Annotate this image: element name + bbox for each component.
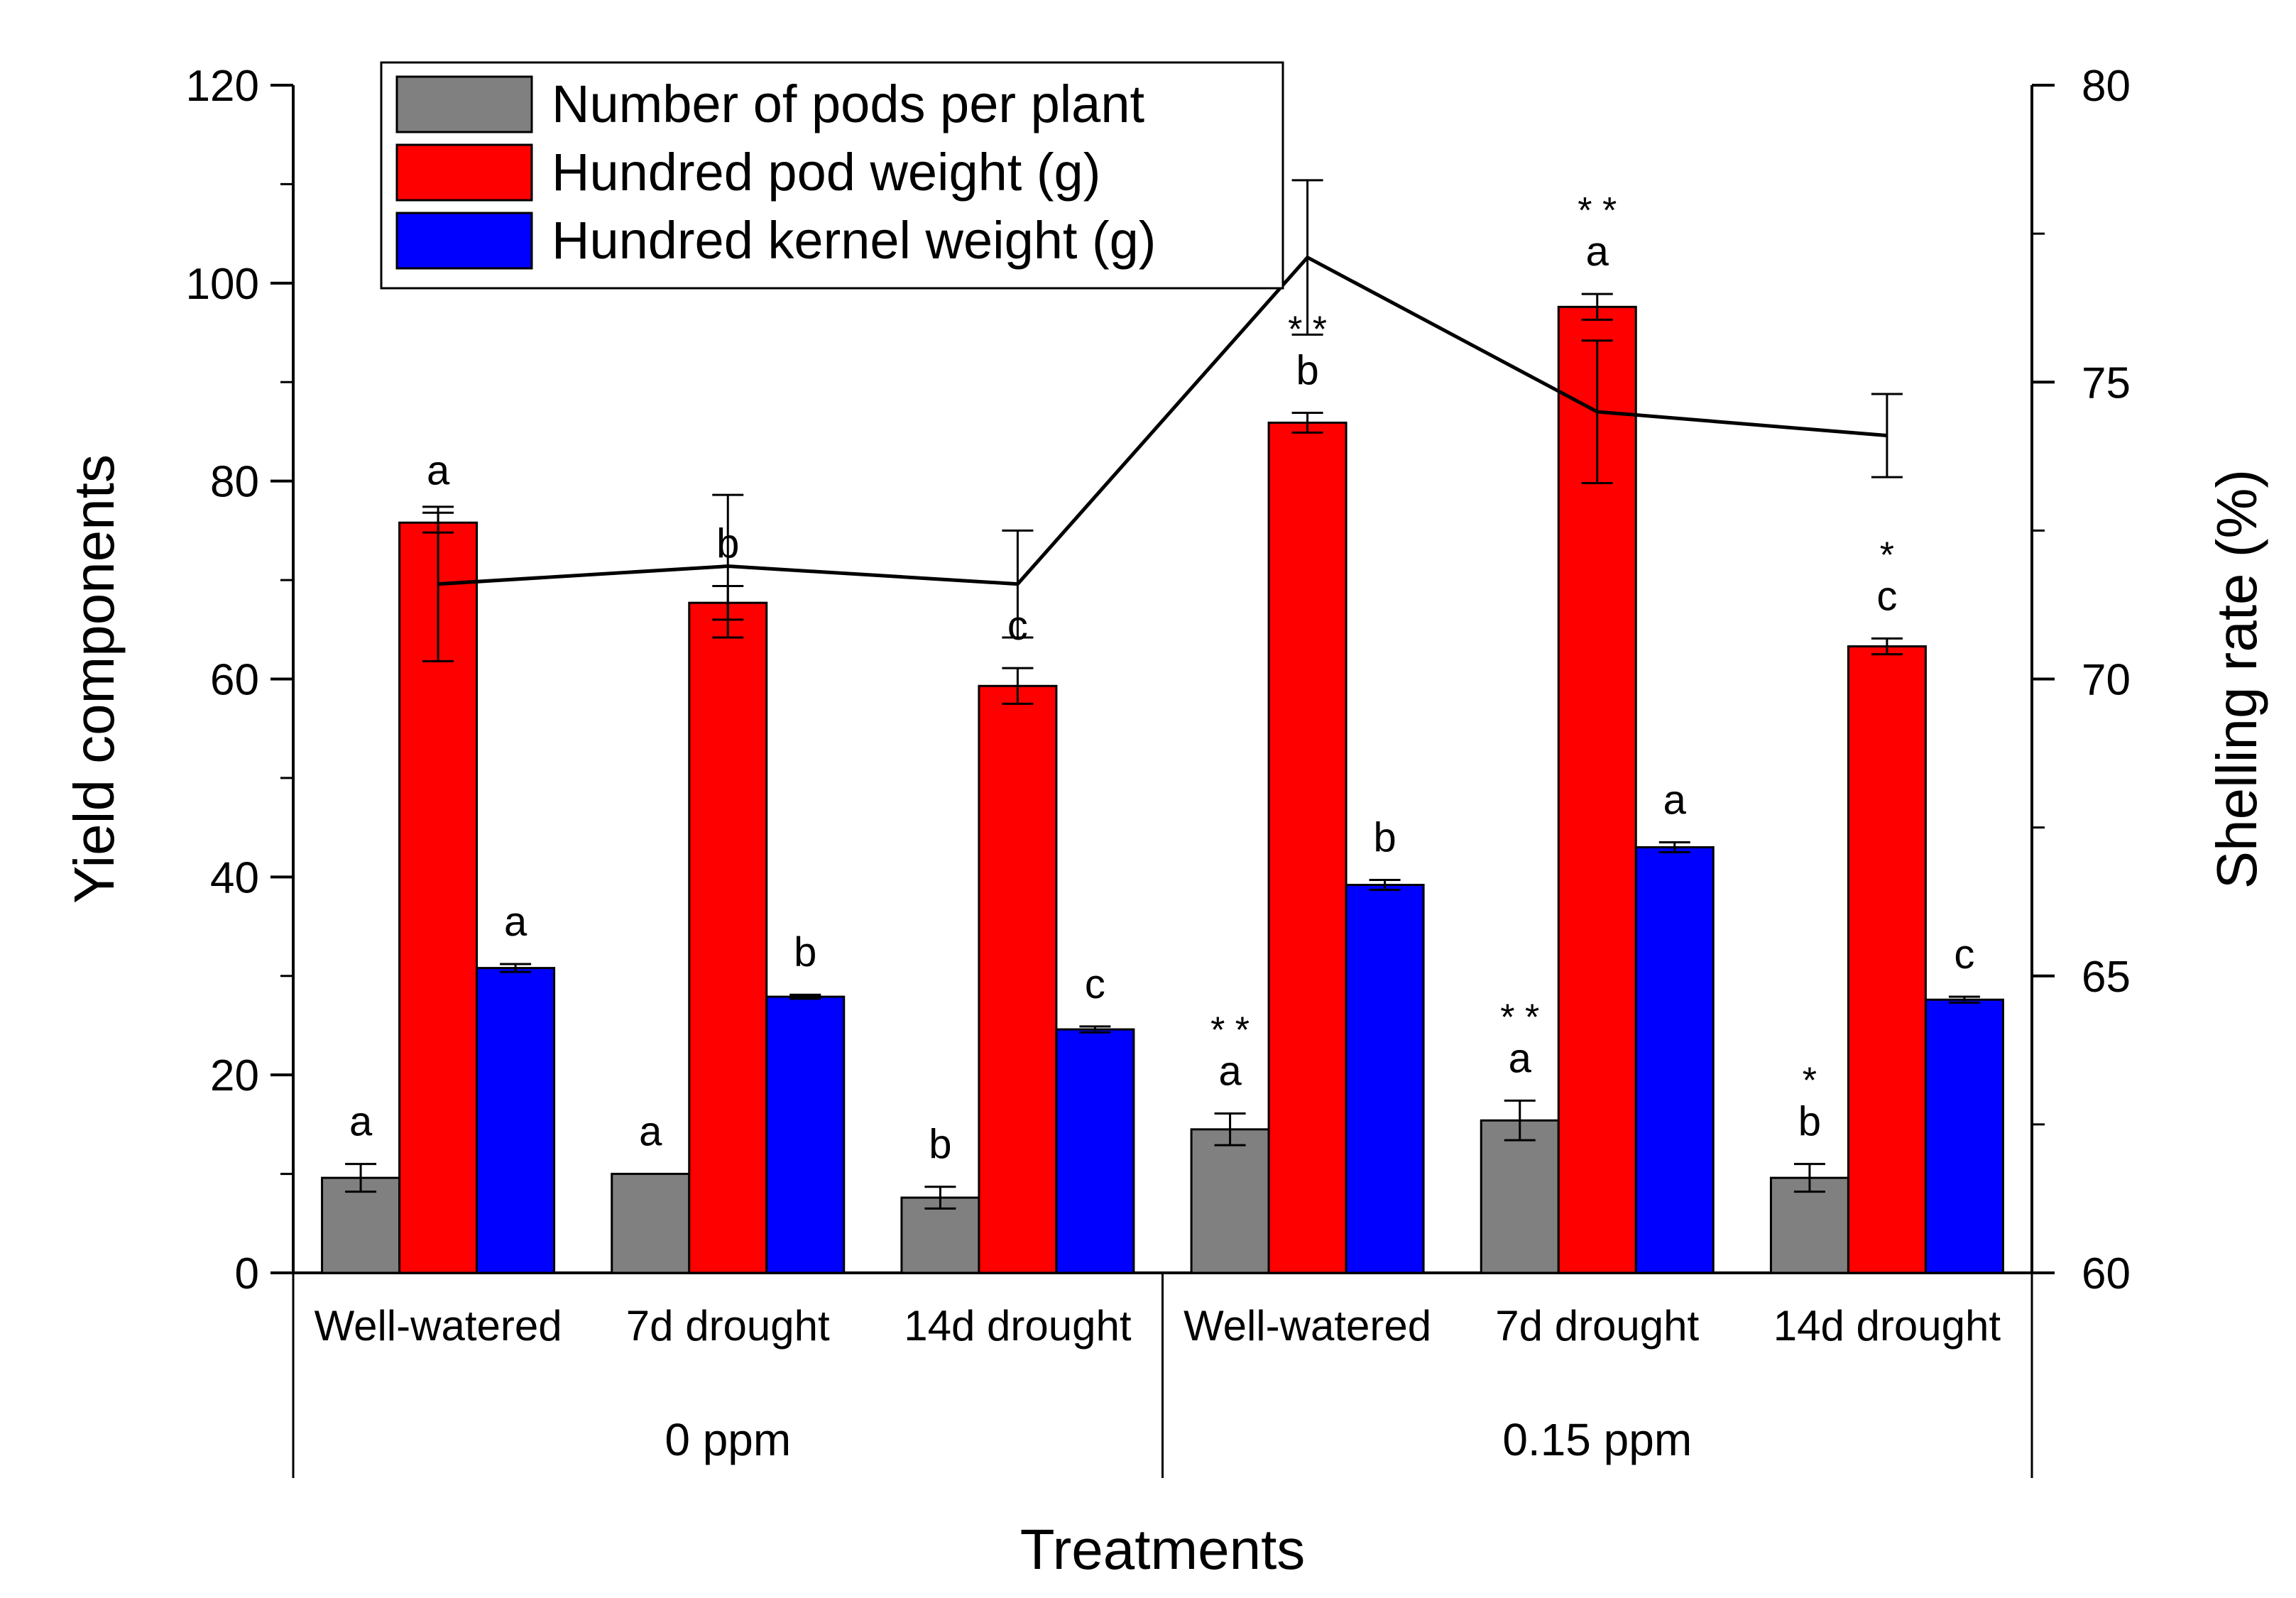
significance-letter: a xyxy=(349,1099,373,1145)
x-category-label: Well-watered xyxy=(1183,1302,1431,1350)
significance-letter: c xyxy=(1876,573,1897,619)
significance-letter: c xyxy=(1954,931,1974,978)
bar xyxy=(1055,1028,1135,1274)
legend: Number of pods per plant Hundred pod weig… xyxy=(380,61,1284,290)
x-category-label: 7d drought xyxy=(626,1302,830,1350)
shelling-rate-line xyxy=(422,179,1903,662)
y-axis-title: Yield components xyxy=(62,454,126,904)
y2-axis-title: Shelling rate (%) xyxy=(2205,469,2268,889)
y2-tick-label: 75 xyxy=(2082,359,2131,407)
bar xyxy=(1634,846,1715,1274)
significance-letter: b xyxy=(929,1122,951,1168)
legend-swatch xyxy=(395,75,533,133)
bar xyxy=(1480,1119,1560,1274)
y-tick-label: 80 xyxy=(210,458,259,507)
bar xyxy=(688,601,768,1274)
bar xyxy=(1847,645,1927,1274)
x-group-label: 0 ppm xyxy=(665,1414,791,1465)
significance-letter: a xyxy=(427,447,450,493)
y2-tick-label: 70 xyxy=(2082,656,2131,705)
significance-letter: b xyxy=(1798,1099,1821,1145)
y-tick-label: 100 xyxy=(186,260,259,309)
x-category-label: 14d drought xyxy=(904,1302,1132,1350)
bar xyxy=(1190,1128,1270,1274)
significance-letter: b xyxy=(794,929,816,975)
bar xyxy=(1345,883,1425,1274)
y2-tick-label: 80 xyxy=(2082,62,2131,111)
x-category-label: 7d drought xyxy=(1495,1302,1699,1350)
y2-tick-label: 65 xyxy=(2082,953,2131,1002)
bar xyxy=(476,967,556,1274)
y-tick-label: 20 xyxy=(210,1051,259,1100)
significance-star: * * xyxy=(1578,190,1617,231)
significance-letter: b xyxy=(716,520,739,567)
bar xyxy=(1924,998,2004,1274)
significance-letter: b xyxy=(1296,347,1318,393)
significance-letter: a xyxy=(639,1109,662,1155)
significance-star: * xyxy=(1803,1061,1817,1102)
bar xyxy=(978,684,1058,1274)
x-group-label: 0.15 ppm xyxy=(1502,1414,1692,1465)
x-category-label: Well-watered xyxy=(315,1302,562,1350)
legend-label: Hundred kernel weight (g) xyxy=(552,211,1156,270)
bars xyxy=(321,305,2004,1274)
significance-star: * xyxy=(1880,535,1894,576)
bar xyxy=(611,1173,691,1274)
legend-swatch xyxy=(395,212,533,270)
x-axis: Well-watered 7d drought 14d drought Well-wa… xyxy=(292,1273,2033,1478)
y-tick-label: 0 xyxy=(235,1249,259,1298)
significance-letter: a xyxy=(504,899,527,945)
significance-star: * * xyxy=(1288,309,1327,350)
y2-tick-label: 60 xyxy=(2082,1249,2131,1298)
significance-letter: a xyxy=(1218,1049,1242,1095)
y-tick-label: 40 xyxy=(210,853,259,902)
y-tick-label: 120 xyxy=(186,62,259,111)
significance-star: * * xyxy=(1210,1010,1250,1051)
shelling-rate-series xyxy=(437,255,1888,586)
x-category-label: 14d drought xyxy=(1773,1302,2001,1350)
significance-letter: a xyxy=(1509,1035,1532,1081)
significance-letter: a xyxy=(1586,229,1609,275)
error-bars xyxy=(345,292,1980,1210)
bar xyxy=(1769,1176,1849,1274)
y-tick-label: 60 xyxy=(210,656,259,705)
significance-letter: a xyxy=(1663,777,1687,823)
axes: 0 20 40 60 80 100 120 60 65 70 75 80 xyxy=(186,62,2131,1298)
bar xyxy=(765,995,846,1274)
x-axis-title: Treatments xyxy=(1020,1518,1306,1581)
significance-star: * * xyxy=(1500,997,1539,1038)
significance-letter: b xyxy=(1373,815,1396,861)
legend-swatch xyxy=(395,143,533,202)
significance-letter: c xyxy=(1007,603,1028,649)
significance-letter: c xyxy=(1085,961,1105,1007)
legend-label: Hundred pod weight (g) xyxy=(552,143,1100,202)
bar xyxy=(1267,421,1347,1274)
legend-label: Number of pods per plant xyxy=(552,75,1144,133)
